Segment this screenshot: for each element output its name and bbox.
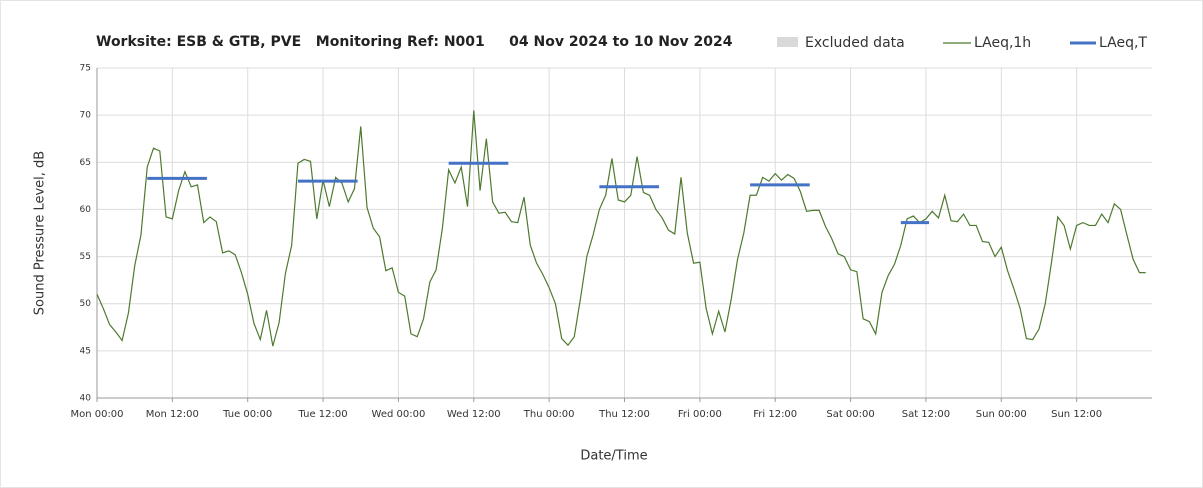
y-axis-label: Sound Pressure Level, dB — [33, 151, 48, 315]
legend-label: Excluded data — [805, 35, 905, 51]
y-tick-label: 60 — [80, 205, 92, 215]
x-tick-label: Sun 12:00 — [1051, 409, 1102, 420]
x-tick-label: Thu 00:00 — [523, 409, 575, 420]
x-tick-label: Mon 00:00 — [70, 409, 123, 420]
y-tick-label: 65 — [80, 158, 91, 168]
x-tick-label: Sat 00:00 — [826, 409, 874, 420]
x-tick-label: Fri 12:00 — [753, 409, 797, 420]
x-tick-label: Thu 12:00 — [598, 409, 650, 420]
line-series — [96, 110, 1146, 347]
y-tick-label: 70 — [80, 111, 92, 121]
y-tick-label: 40 — [80, 394, 92, 404]
y-tick-label: 50 — [80, 299, 92, 309]
x-axis-label: Date/Time — [580, 449, 647, 464]
legend-swatch — [777, 37, 798, 47]
x-tick-label: Wed 12:00 — [447, 409, 501, 420]
x-tick-label: Sun 00:00 — [976, 409, 1027, 420]
x-tick-label: Tue 00:00 — [222, 409, 272, 420]
x-tick-label: Sat 12:00 — [902, 409, 950, 420]
legend-label: LAeq,1h — [974, 35, 1031, 51]
x-tick-label: Mon 12:00 — [146, 409, 199, 420]
y-tick-label: 75 — [80, 64, 91, 74]
x-tick-label: Fri 00:00 — [678, 409, 722, 420]
y-tick-label: 45 — [80, 346, 91, 356]
y-tick-label: 55 — [80, 252, 91, 262]
x-tick-label: Tue 12:00 — [298, 409, 348, 420]
chart-title: Worksite: ESB & GTB, PVE Monitoring Ref:… — [96, 34, 733, 50]
legend-label: LAeq,T — [1099, 35, 1147, 51]
x-tick-label: Wed 00:00 — [372, 409, 426, 420]
